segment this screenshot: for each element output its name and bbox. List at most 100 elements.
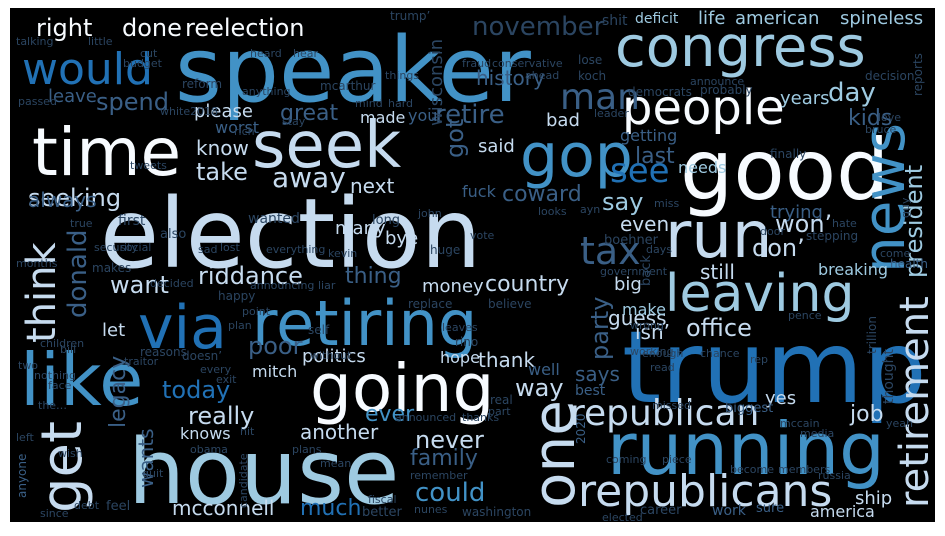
word-working: working	[630, 345, 674, 358]
word-looks: looks	[538, 205, 567, 218]
word-going: going	[310, 350, 495, 427]
word-boehner: boehner	[604, 233, 659, 248]
word-you: you’	[408, 106, 443, 125]
word-hope: hope	[440, 348, 480, 367]
word-wrong: wrong	[630, 319, 664, 332]
word-coward: coward	[502, 182, 582, 207]
word-retire: retire	[435, 100, 505, 130]
word-kevin: kevin	[328, 247, 358, 260]
word-come: come	[880, 247, 911, 260]
word-another: another	[300, 420, 379, 444]
word-hard: hard	[388, 97, 414, 110]
word-time: time	[32, 114, 182, 191]
word-reform: reform	[182, 77, 223, 91]
word-fuck: fuck	[462, 182, 496, 201]
word-2020: 2020	[574, 413, 588, 444]
word-candidate: candidate	[237, 453, 250, 508]
word-anything: anything	[242, 85, 291, 98]
word-seek: seek	[252, 109, 402, 183]
word-without: without	[310, 349, 352, 362]
word-miss: miss	[654, 197, 680, 210]
word-really: really	[188, 402, 255, 430]
word-mean: mean	[320, 457, 352, 470]
word-read: read	[650, 361, 675, 374]
word-stepping: stepping	[806, 229, 859, 243]
word-retirement: retirement	[892, 296, 935, 508]
word-washington: washington	[462, 505, 532, 519]
word-guess: guess	[608, 306, 667, 330]
word-announce: announce	[690, 75, 745, 88]
word-remember: remember	[410, 469, 468, 482]
word-today: today	[162, 376, 231, 404]
word-mccain: mccain	[780, 417, 820, 430]
word-mcconnell: mcconnell	[172, 496, 275, 520]
word-fiscal: fiscal	[368, 493, 397, 506]
word-even: even	[620, 212, 670, 236]
word-many: many	[335, 218, 386, 239]
word-doesn: doesn’	[182, 349, 223, 363]
word-like: like	[20, 338, 144, 422]
word-the: the…	[38, 399, 68, 412]
word-spend: spend	[96, 88, 169, 116]
word-country: country	[485, 272, 570, 297]
word-know: know	[196, 136, 249, 160]
word-makes: makes	[92, 261, 132, 275]
word-tweets: tweets	[130, 159, 167, 172]
word-fraud: fraud	[462, 57, 492, 70]
word-guy: guy	[899, 197, 912, 218]
word-decided: decided	[150, 277, 194, 290]
word-heard: heard	[250, 47, 282, 60]
word-believe: believe	[488, 297, 532, 311]
word-family: family	[410, 446, 478, 471]
word-ayn: ayn	[580, 203, 601, 216]
word-let: let	[102, 320, 126, 341]
word-made: made	[360, 108, 406, 127]
word-leave: leave	[48, 86, 97, 107]
word-reasons: reasons	[140, 345, 187, 359]
word-finally: finally	[770, 147, 807, 161]
word-plans: plans	[292, 443, 322, 456]
word-bye: bye	[385, 228, 419, 249]
word-social: social	[120, 241, 152, 254]
word-make: make	[622, 300, 666, 319]
word-happy: happy	[218, 289, 256, 303]
word-children: children	[40, 337, 85, 350]
word-hit: hit	[240, 425, 255, 438]
word-speaker: speaker	[175, 18, 531, 123]
word-won: won’	[775, 210, 833, 238]
word-bill: bill	[60, 343, 77, 356]
word-plan: plan	[228, 319, 252, 332]
word-true: true	[70, 217, 93, 230]
word-announcing: announcing	[250, 279, 315, 292]
word-yes: yes	[765, 388, 797, 409]
word-tax: tax	[580, 229, 641, 273]
word-great: great	[280, 101, 339, 126]
word-media: media	[800, 427, 835, 440]
word-please: please	[194, 101, 253, 122]
word-chance: chance	[700, 347, 740, 360]
word-back: back	[639, 255, 654, 286]
word-ever: ever	[365, 402, 415, 427]
word-rino: rino	[455, 335, 479, 349]
word-reelection: reelection	[185, 14, 305, 42]
word-piece: piece	[662, 453, 692, 466]
word-leaving: leaving	[665, 264, 855, 324]
word-enough: enough	[642, 347, 684, 360]
word-days: days	[646, 243, 672, 256]
word-retiring: retiring	[252, 287, 478, 360]
word-via: via	[138, 293, 227, 363]
word-needs: needs	[678, 158, 727, 177]
word-riddance: riddance	[198, 262, 303, 290]
word-russia: russia	[818, 469, 851, 482]
word-bruce: bruce	[865, 123, 897, 136]
word-job: job	[850, 402, 884, 427]
word-gop: gop	[520, 121, 633, 191]
word-american: american	[735, 8, 820, 29]
word-budget: budget	[123, 57, 162, 70]
word-away: away	[272, 161, 346, 194]
word-better: better	[362, 505, 402, 520]
word-everything: everything	[266, 243, 326, 256]
word-become: become	[730, 463, 775, 476]
word-stay: stay	[282, 115, 306, 128]
word-biggest: biggest	[725, 401, 774, 416]
